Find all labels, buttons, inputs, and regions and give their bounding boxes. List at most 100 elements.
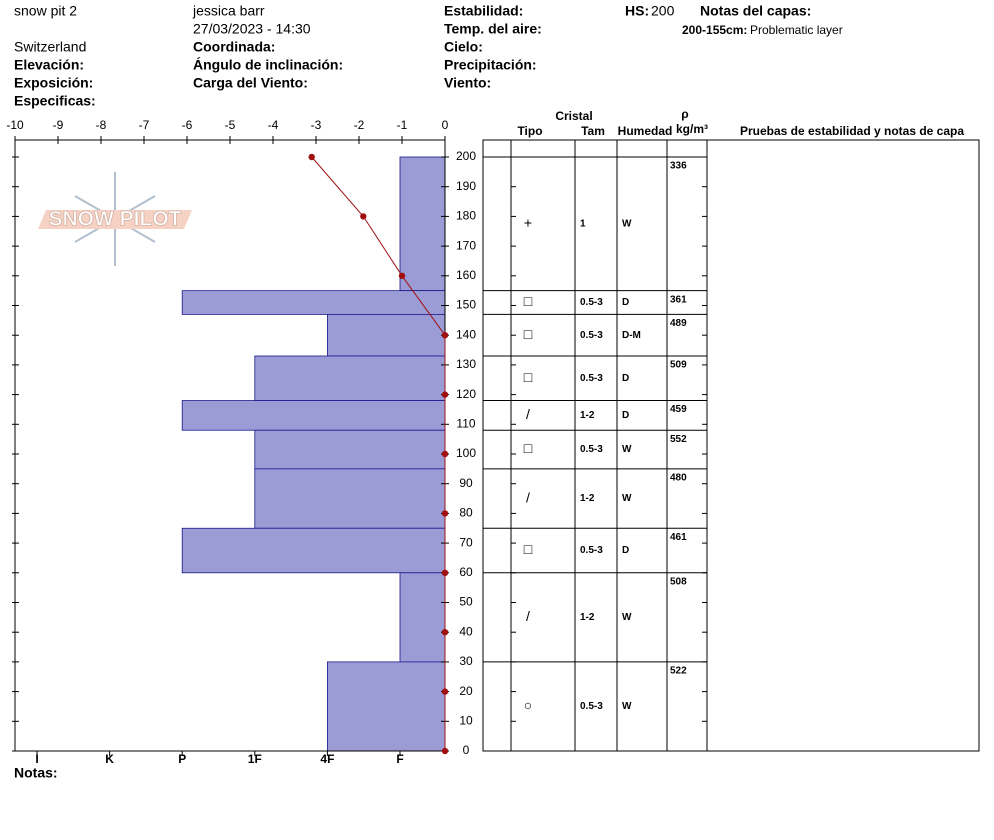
- hardness-bar: [254, 468, 446, 529]
- hs-value: 200: [651, 3, 675, 19]
- temperature-point: [360, 213, 367, 220]
- label: Exposición:: [14, 75, 93, 91]
- moisture: W: [622, 218, 632, 229]
- y-tick-label: 130: [456, 357, 476, 371]
- density: 489: [670, 318, 687, 329]
- col-header: Tam: [581, 124, 605, 138]
- crystal-size: 0.5-3: [580, 545, 603, 556]
- y-tick-label: 90: [459, 476, 473, 490]
- density: 522: [670, 666, 687, 677]
- hardness-bar: [254, 355, 446, 401]
- moisture: W: [622, 444, 632, 455]
- crystal-type: □: [524, 326, 533, 342]
- crystal-size: 0.5-3: [580, 444, 603, 455]
- crystal-type: □: [524, 440, 533, 456]
- crystal-type: +: [524, 215, 532, 231]
- y-tick-label: 200: [456, 149, 476, 163]
- density: 480: [670, 472, 687, 483]
- moisture: D: [622, 410, 629, 421]
- hardness-bar: [181, 527, 446, 574]
- density: 459: [670, 404, 687, 415]
- hardness-bar: [326, 314, 446, 357]
- y-tick-label: 20: [459, 684, 473, 698]
- location: Switzerland: [14, 39, 86, 55]
- y-tick-label: 60: [459, 565, 473, 579]
- x-tick-label: -1: [397, 118, 408, 132]
- hardness-bar: [399, 572, 446, 663]
- hardness-bar: [254, 429, 446, 470]
- x-tick-label: 0: [442, 118, 449, 132]
- crystal-type: ○: [524, 697, 532, 713]
- temperature-point: [441, 569, 449, 576]
- note-text: Problematic layer: [750, 23, 843, 37]
- temperature-point: [441, 629, 449, 636]
- label: Coordinada:: [193, 39, 275, 55]
- density: 336: [670, 161, 687, 172]
- y-tick-label: 120: [456, 387, 476, 401]
- crystal-size: 0.5-3: [580, 297, 603, 308]
- label: Carga del Viento:: [193, 75, 308, 91]
- crystal-size: 1-2: [580, 493, 595, 504]
- hardness-bar: [181, 290, 446, 315]
- logo-text: SNOW PILOT: [49, 208, 182, 231]
- y-tick-label: 190: [456, 179, 476, 193]
- moisture: D-M: [622, 330, 641, 341]
- density: 461: [670, 532, 687, 543]
- crystal-size: 0.5-3: [580, 330, 603, 341]
- crystal-size: 1-2: [580, 612, 595, 623]
- hardness-label: K: [105, 752, 114, 766]
- label: Estabilidad:: [444, 3, 523, 19]
- observer: jessica barr: [192, 3, 265, 19]
- moisture: W: [622, 612, 632, 623]
- crystal-type: □: [524, 293, 533, 309]
- crystal-type: /: [526, 406, 530, 422]
- density: 509: [670, 360, 687, 371]
- x-tick-label: -9: [53, 118, 64, 132]
- y-tick-label: 50: [459, 595, 473, 609]
- crystal-size: 1-2: [580, 410, 595, 421]
- crystal-size: 1: [580, 218, 586, 229]
- col-header: Humedad: [618, 124, 673, 138]
- logo: SNOW PILOT: [38, 172, 192, 266]
- hardness-label: I: [35, 752, 38, 766]
- x-tick-label: -7: [139, 118, 150, 132]
- datetime: 27/03/2023 - 14:30: [193, 21, 311, 37]
- y-tick-label: 30: [459, 654, 473, 668]
- col-header: Pruebas de estabilidad y notas de capa: [740, 124, 964, 138]
- temperature-point: [441, 747, 449, 755]
- label: Temp. del aire:: [444, 21, 542, 37]
- y-tick-label: 70: [459, 535, 473, 549]
- crystal-type: □: [524, 369, 533, 385]
- x-tick-label: -5: [225, 118, 236, 132]
- y-tick-label: 160: [456, 268, 476, 282]
- y-tick-label: 140: [456, 327, 476, 341]
- pit-name: snow pit 2: [14, 3, 77, 19]
- moisture: D: [622, 297, 629, 308]
- temperature-point: [441, 510, 449, 517]
- y-tick-label: 110: [456, 416, 475, 430]
- label: HS:: [625, 3, 649, 19]
- y-tick-label: 10: [459, 713, 473, 727]
- label: Elevación:: [14, 57, 84, 73]
- temperature-point: [441, 688, 449, 695]
- label: Cielo:: [444, 39, 483, 55]
- y-tick-label: 150: [456, 298, 476, 312]
- temperature-point: [308, 153, 315, 161]
- label: Notas:: [14, 765, 58, 781]
- density: 361: [670, 294, 687, 305]
- density: 552: [670, 434, 687, 445]
- density: 508: [670, 576, 687, 587]
- temperature-point: [398, 272, 406, 279]
- temperature-point: [441, 391, 449, 398]
- hardness-label: F: [396, 752, 403, 766]
- table-frame: [482, 139, 980, 752]
- x-tick-label: -4: [268, 118, 279, 132]
- header: snow pit 2 jessica barr 27/03/2023 - 14:…: [14, 3, 843, 781]
- x-tick-label: -8: [96, 118, 107, 132]
- y-tick-label: 100: [456, 446, 476, 460]
- y-tick-label: 80: [459, 506, 473, 520]
- note-range: 200-155cm:: [682, 23, 747, 37]
- hardness-bar: [181, 400, 446, 431]
- moisture: W: [622, 493, 632, 504]
